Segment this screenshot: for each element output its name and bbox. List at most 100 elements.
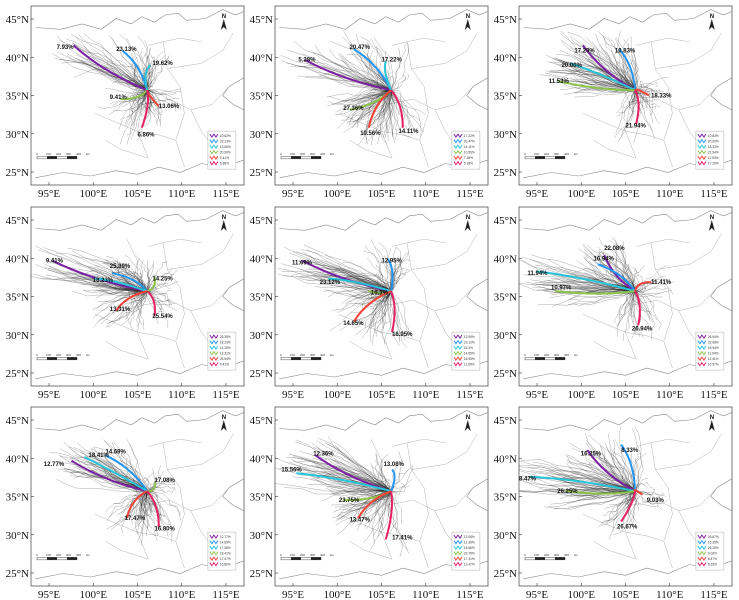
legend-label: 18.33% [708,145,719,149]
north-arrow-icon [220,220,227,231]
cluster-mean-trajectory [120,89,148,101]
scale-label: km [330,553,335,557]
x-tick-label: 105°E [368,389,396,401]
province-boundary [406,41,429,168]
x-tick-label: 105°E [368,188,396,200]
province-boundary [636,37,690,46]
cluster-percent-label: 26.67% [617,525,638,531]
cluster-legend: 26.94% 22.08%16.94% 11.94%11.41% 10.97% [695,331,725,371]
province-boundary [167,233,234,270]
cluster-percent-label: 25.39% [110,264,131,270]
legend-label: 22.08% [708,341,719,345]
legend-swatch [697,133,707,138]
province-boundary [636,438,690,447]
y-tick-label: 40°N [6,453,29,465]
legend-label: 12.77% [220,535,231,539]
x-tick-label: 110°E [168,589,195,600]
north-label: N [710,14,714,20]
north-arrow-icon [464,220,471,231]
panel-map-body [519,410,732,580]
cluster-percent-label: 9.03% [647,498,665,504]
x-tick-label: 95°E [38,188,60,200]
legend-label: 20.00% [708,140,719,144]
legend-label: 25.54% [220,357,231,361]
north-arrow-icon [220,420,227,431]
scale-label: 0 [280,353,282,357]
cluster-percent-label: 23.12% [320,280,341,286]
x-tick-label: 110°E [412,589,439,600]
cluster-percent-label: 11.41% [651,280,672,286]
legend-label: 13.47% [464,563,475,567]
province-boundary [582,314,664,342]
scale-label: 100 [46,353,51,357]
scale-label: 200 [56,353,61,357]
scale-label: 300 [310,152,315,156]
coastline [466,77,488,111]
x-tick-label: 110°E [168,188,195,200]
x-tick-label: 95°E [282,589,304,600]
legend-label: 20.47% [464,140,475,144]
y-tick-label: 30°N [494,129,517,141]
cluster-mean-trajectory [144,64,152,91]
province-boundary [392,238,446,247]
scale-label: 200 [300,152,305,156]
province-boundary [593,140,637,159]
cluster-mean-trajectory [529,475,636,493]
legend-swatch [697,144,707,149]
legend-label: 17.47% [220,557,231,561]
cluster-percent-label: 26.25% [557,489,578,495]
coastline [710,77,732,111]
cluster-percent-label: 16.95% [392,332,413,338]
y-tick-label: 30°N [494,330,517,342]
legend-label: 13.08% [464,535,475,539]
x-tick-label: 105°E [612,589,640,600]
north-arrow-icon [464,420,471,431]
cluster-percent-label: 16.80% [155,527,176,533]
legend-label: 20.99% [220,151,231,155]
legend-label: 16.80% [220,563,231,567]
x-tick-label: 115°E [212,389,239,401]
map-panel-1: 7.93% 23.13% 19.62% 9.41% 13.06% 6.86% N 19.62%… [6,5,245,200]
scale-label: km [86,553,91,557]
cluster-mean-trajectory [633,489,644,496]
y-tick-label: 40°N [6,253,29,265]
national-border [279,210,488,231]
cluster-percent-label: 8.33% [621,448,639,454]
cluster-percent-label: 16.3% [371,291,389,297]
x-tick-label: 105°E [612,188,640,200]
legend-swatch [453,138,463,144]
cluster-mean-trajectory [125,490,148,519]
north-label: N [710,215,714,221]
scale-label: 400 [564,553,569,557]
cluster-mean-trajectory [555,290,636,295]
y-tick-label: 45°N [250,14,273,26]
cluster-percent-label: 21.94% [626,124,647,130]
cluster-percent-label: 25.54% [152,314,173,320]
cluster-percent-label: 13.31% [110,307,131,313]
legend-label: 15.56% [464,546,475,550]
scale-label: 300 [554,152,559,156]
y-tick-label: 30°N [6,530,29,542]
scale-bar: 0 100 200 300 400 km [524,353,579,361]
cluster-percent-label: 13.47% [350,518,371,524]
y-tick-label: 35°N [494,292,517,304]
scale-label: km [86,152,91,156]
north-arrow-icon [464,19,471,30]
y-tick-label: 30°N [250,530,273,542]
panel-map-body [35,9,244,179]
scale-label: 400 [76,152,81,156]
legend-swatch [209,339,219,345]
cluster-percent-label: 22.08% [604,246,625,252]
cluster-mean-trajectory [115,290,148,312]
cluster-legend: 13.08% 12.36%15.56% 23.75%17.41% 13.47% [451,531,481,571]
province-boundary [94,314,176,342]
national-border [35,9,244,30]
cluster-mean-trajectory [105,454,148,492]
scale-label: 100 [534,152,539,156]
cluster-mean-trajectory [535,270,636,293]
x-tick-label: 95°E [38,589,60,600]
scale-label: 0 [36,553,38,557]
legend-label: 17.08% [220,546,231,550]
y-tick-label: 35°N [6,492,29,504]
x-tick-label: 95°E [526,589,548,600]
